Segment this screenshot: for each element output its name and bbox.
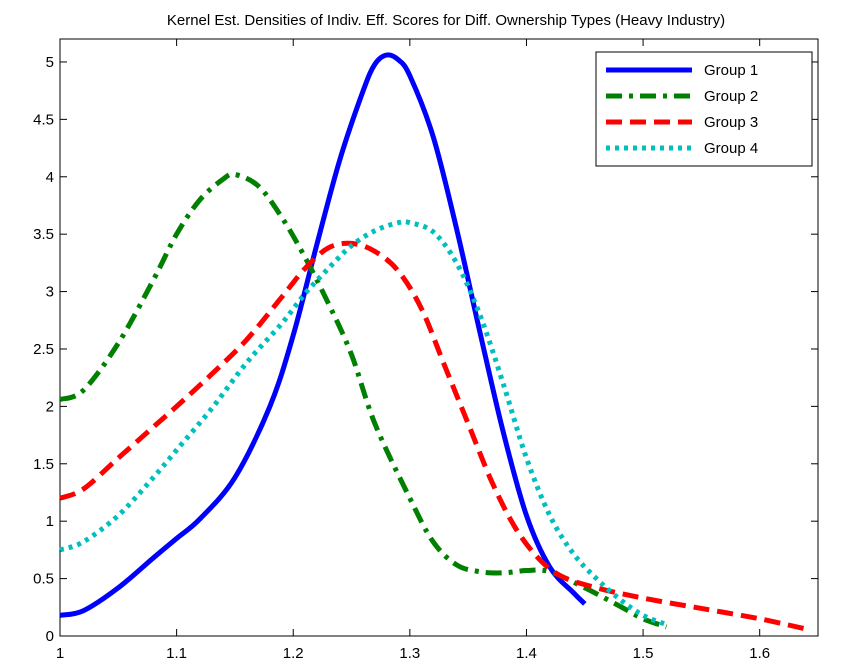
series-line-group-2 <box>59 171 668 630</box>
x-tick-label: 1 <box>56 645 64 662</box>
y-tick-label: 4 <box>46 169 54 186</box>
x-tick-label: 1.4 <box>516 645 537 662</box>
y-tick-label: 0.5 <box>33 571 54 588</box>
x-tick-label: 1.1 <box>166 645 187 662</box>
series-line-group-1 <box>59 52 587 618</box>
y-tick-label: 3 <box>46 284 54 301</box>
x-tick-label: 1.3 <box>399 645 420 662</box>
y-tick-label: 3.5 <box>33 226 54 243</box>
series-line-group-4 <box>59 219 668 627</box>
y-tick-label: 4.5 <box>33 111 54 128</box>
ticks-layer: 1 1.1 1.2 1.3 1.4 1.5 1.6 0 0.5 1 1.5 2 2.5 3 3.5 4 4.5 5 <box>33 39 818 662</box>
legend-label-group-3: Group 3 <box>704 114 758 131</box>
legend-label-group-2: Group 2 <box>704 88 758 105</box>
x-tick-label: 1.2 <box>283 645 304 662</box>
legend-label-group-1: Group 1 <box>704 62 758 79</box>
x-tick-label: 1.6 <box>749 645 770 662</box>
x-tick-label: 1.5 <box>633 645 654 662</box>
y-tick-label: 1 <box>46 513 54 530</box>
y-tick-label: 0 <box>46 628 54 645</box>
y-tick-label: 2 <box>46 398 54 415</box>
y-tick-label: 2.5 <box>33 341 54 358</box>
series-layer <box>59 52 807 632</box>
y-tick-label: 1.5 <box>33 456 54 473</box>
chart-title: Kernel Est. Densities of Indiv. Eff. Sco… <box>167 12 725 29</box>
legend-label-group-4: Group 4 <box>704 140 758 157</box>
y-tick-label: 5 <box>46 54 54 71</box>
legend: Group 1 Group 2 Group 3 Group 4 <box>595 51 813 167</box>
series-line-group-3 <box>59 240 807 632</box>
